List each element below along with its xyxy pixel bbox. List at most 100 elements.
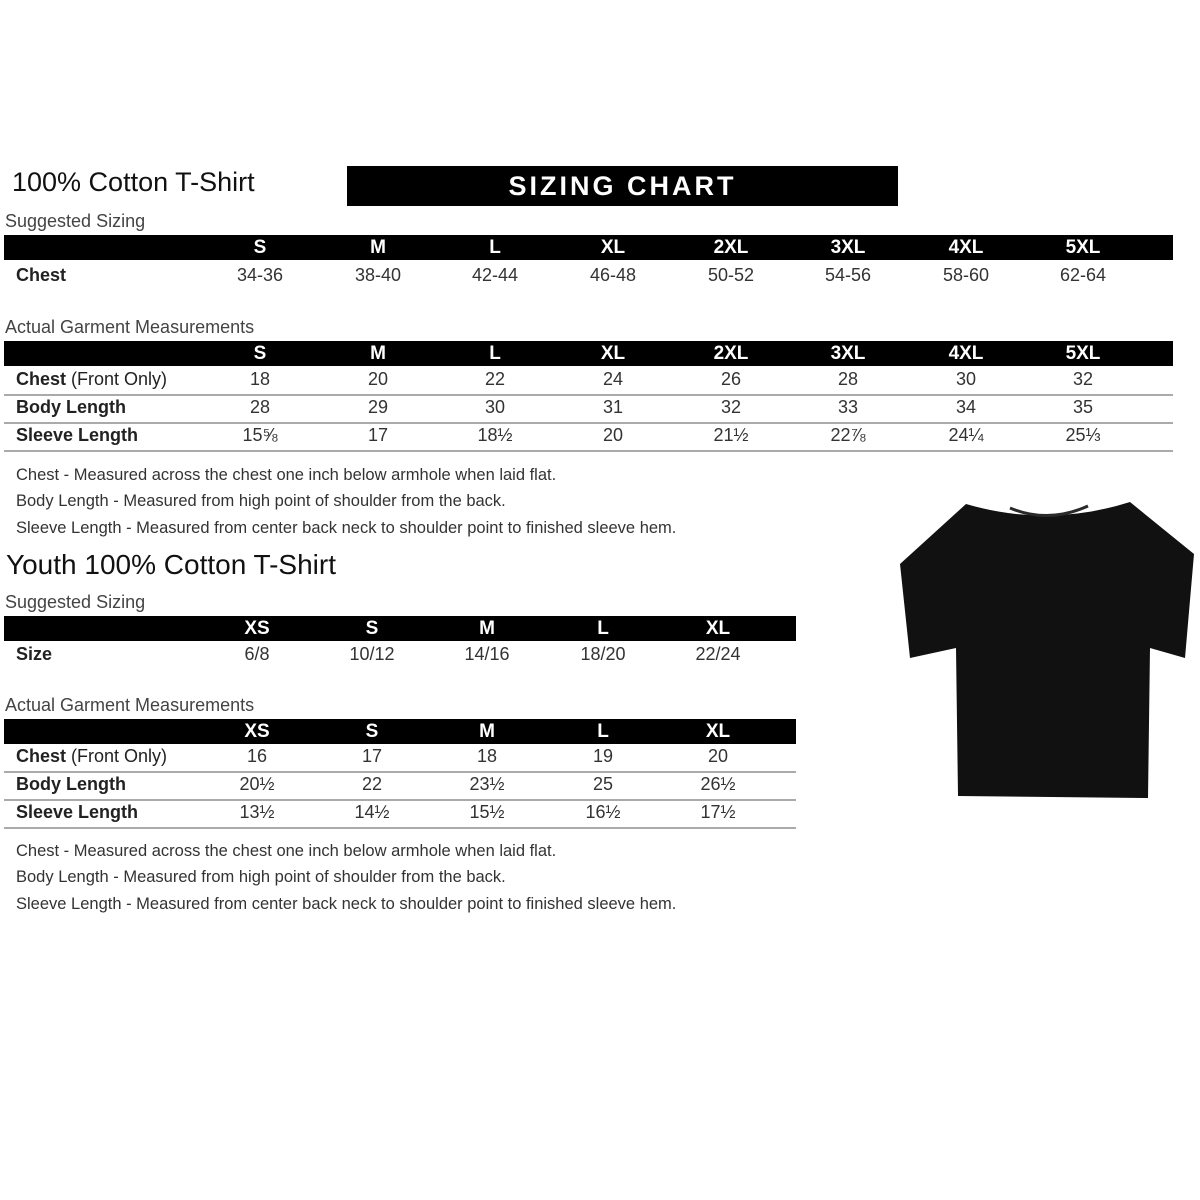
size-header-m: M — [370, 343, 386, 364]
table-cell: 24 — [602, 369, 624, 389]
size-header-s: S — [365, 721, 379, 742]
table-cell: 15½ — [469, 802, 505, 822]
size-header-5xl: 5XL — [1065, 343, 1101, 364]
tshirt-collar — [1009, 504, 1089, 517]
table-cell: 28 — [837, 369, 859, 389]
adult-note: Sleeve Length - Measured from center bac… — [16, 519, 677, 537]
table-cell: 54-56 — [824, 265, 872, 285]
table-row: Body Length 28 29 30 31 32 33 34 35 — [4, 394, 1173, 424]
table-cell: 35 — [1072, 397, 1094, 417]
table-cell: 6/8 — [244, 644, 270, 664]
youth-title: Youth 100% Cotton T-Shirt — [6, 549, 336, 580]
row-label-note: (Front Only) — [71, 746, 168, 766]
table-cell: 34-36 — [236, 265, 284, 285]
size-header-l: L — [597, 721, 609, 742]
size-header-xs: XS — [244, 721, 270, 742]
row-label: Size — [16, 644, 52, 665]
table-cell: 30 — [955, 369, 977, 389]
table-cell: 28 — [249, 397, 271, 417]
row-label-text: Chest — [16, 746, 67, 766]
table-cell: 20 — [367, 369, 389, 389]
size-header-xl: XL — [600, 343, 626, 364]
table-cell: 29 — [367, 397, 389, 417]
size-header-s: S — [253, 237, 267, 258]
youth-note: Chest - Measured across the chest one in… — [16, 842, 557, 860]
table-cell: 18½ — [477, 425, 513, 445]
size-header-l: L — [489, 237, 501, 258]
adult-suggested_rows-header: S M L XL 2XL 3XL 4XL 5XL — [4, 235, 1173, 260]
size-header-5xl: 5XL — [1065, 237, 1101, 258]
youth-actual-label: Actual Garment Measurements — [5, 695, 255, 715]
table-cell: 16½ — [585, 802, 621, 822]
size-header-2xl: 2XL — [713, 237, 749, 258]
size-header-4xl: 4XL — [948, 237, 984, 258]
size-header-2xl: 2XL — [713, 343, 749, 364]
table-cell: 22⅞ — [830, 425, 866, 445]
table-cell: 58-60 — [942, 265, 990, 285]
table-cell: 18 — [249, 369, 271, 389]
table-cell: 33 — [837, 397, 859, 417]
table-cell: 26 — [720, 369, 742, 389]
size-header-m: M — [479, 618, 495, 639]
size-header-xs: XS — [244, 618, 270, 639]
table-row: Chest (Front Only) 18 20 22 24 26 28 30 32 — [4, 366, 1173, 396]
row-label: Body Length — [16, 397, 126, 418]
table-cell: 17 — [367, 425, 389, 445]
adult-suggested-label: Suggested Sizing — [5, 211, 146, 231]
row-label: Chest (Front Only) — [16, 369, 167, 390]
size-header-s: S — [365, 618, 379, 639]
adult-note: Chest - Measured across the chest one in… — [16, 466, 557, 484]
table-cell: 16 — [246, 746, 268, 766]
table-cell: 20 — [602, 425, 624, 445]
size-header-l: L — [489, 343, 501, 364]
table-cell: 34 — [955, 397, 977, 417]
table-cell: 19 — [592, 746, 614, 766]
table-cell: 38-40 — [354, 265, 402, 285]
row-label: Sleeve Length — [16, 802, 138, 823]
row-label-text: Sleeve Length — [16, 802, 139, 822]
table-cell: 62-64 — [1059, 265, 1107, 285]
table-cell: 25⅓ — [1065, 425, 1101, 445]
table-cell: 18/20 — [580, 644, 626, 664]
row-label-text: Body Length — [16, 774, 126, 794]
row-label-text: Body Length — [16, 397, 126, 417]
row-label: Chest — [16, 265, 66, 286]
adult-title: 100% Cotton T-Shirt — [12, 167, 255, 197]
adult-note: Body Length - Measured from high point o… — [16, 492, 506, 510]
table-cell: 10/12 — [349, 644, 395, 664]
adult-actual-label: Actual Garment Measurements — [5, 317, 255, 337]
table-cell: 13½ — [239, 802, 275, 822]
youth-suggested-label: Suggested Sizing — [5, 592, 146, 612]
table-cell: 26½ — [700, 774, 736, 794]
row-label: Sleeve Length — [16, 425, 138, 446]
row-label-note: (Front Only) — [71, 369, 168, 389]
row-label-text: Size — [16, 644, 53, 664]
table-row: Size 6/8 10/12 14/16 18/20 22/24 — [4, 641, 796, 669]
table-cell: 17 — [361, 746, 383, 766]
youth-suggested_rows-header: XS S M L XL — [4, 616, 796, 641]
table-cell: 18 — [476, 746, 498, 766]
size-header-4xl: 4XL — [948, 343, 984, 364]
row-label: Body Length — [16, 774, 126, 795]
table-cell: 17½ — [700, 802, 736, 822]
black-tshirt-icon — [900, 502, 1194, 798]
table-cell: 14½ — [354, 802, 390, 822]
table-cell: 46-48 — [589, 265, 637, 285]
table-cell: 22/24 — [695, 644, 741, 664]
table-cell: 32 — [1072, 369, 1094, 389]
adult-actual_rows-header: S M L XL 2XL 3XL 4XL 5XL — [4, 341, 1173, 366]
table-cell: 30 — [484, 397, 506, 417]
table-row: Body Length 20½ 22 23½ 25 26½ — [4, 771, 796, 801]
size-header-m: M — [479, 721, 495, 742]
table-cell: 31 — [602, 397, 624, 417]
table-row: Sleeve Length 15⅝ 17 18½ 20 21½ 22⅞ 24¼ 25⅓ — [4, 422, 1173, 452]
table-cell: 24¼ — [948, 425, 984, 445]
table-cell: 50-52 — [707, 265, 755, 285]
table-cell: 14/16 — [464, 644, 510, 664]
table-cell: 22 — [484, 369, 506, 389]
size-header-3xl: 3XL — [830, 343, 866, 364]
table-cell: 25 — [592, 774, 614, 794]
size-header-m: M — [370, 237, 386, 258]
row-label-text: Chest — [16, 369, 67, 389]
